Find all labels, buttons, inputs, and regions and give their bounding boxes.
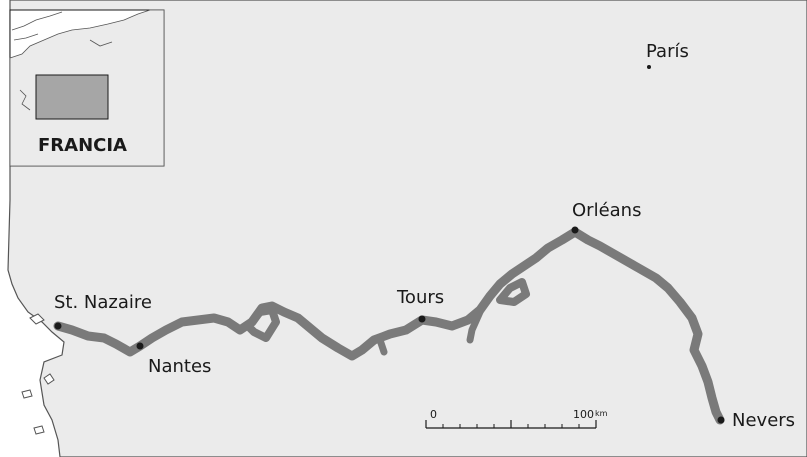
island	[33, 425, 45, 435]
river-channel	[244, 306, 280, 342]
inset-map: FRANCIA	[9, 9, 165, 167]
island	[21, 389, 33, 399]
island	[43, 373, 55, 385]
river-channel	[466, 308, 484, 344]
city-st-nazaire: St. Nazaire	[54, 292, 152, 330]
city-nevers: Nevers	[717, 410, 795, 431]
city-dot	[418, 315, 426, 323]
city-tours: Tours	[396, 287, 444, 323]
city-nantes: Nantes	[136, 342, 211, 377]
city-dot	[717, 416, 725, 424]
loire-river	[53, 227, 725, 425]
city-label: St. Nazaire	[54, 292, 152, 313]
inset-highlight-box	[35, 74, 109, 120]
city-label: Nevers	[732, 410, 795, 431]
river-channel	[376, 336, 388, 356]
city-label: Tours	[396, 287, 444, 308]
city-dot	[136, 342, 144, 350]
city-label: Nantes	[148, 356, 211, 377]
river-channel	[496, 278, 530, 306]
city-dot	[54, 322, 62, 330]
city-dot	[571, 226, 579, 234]
city-dot	[647, 65, 651, 69]
city-orleans: Orléans	[571, 200, 641, 234]
scale-end-label: 100	[573, 408, 594, 421]
island	[29, 313, 45, 325]
inset-coast-detail	[11, 11, 113, 111]
scale-bar: 0 100 km	[425, 408, 608, 429]
city-label: París	[646, 41, 689, 62]
city-label: Orléans	[572, 200, 641, 221]
city-paris: París	[646, 41, 689, 69]
land-area	[7, 0, 807, 457]
scale-unit-label: km	[595, 409, 608, 418]
scale-start-label: 0	[430, 408, 437, 421]
inset-country-label: FRANCIA	[38, 135, 127, 156]
